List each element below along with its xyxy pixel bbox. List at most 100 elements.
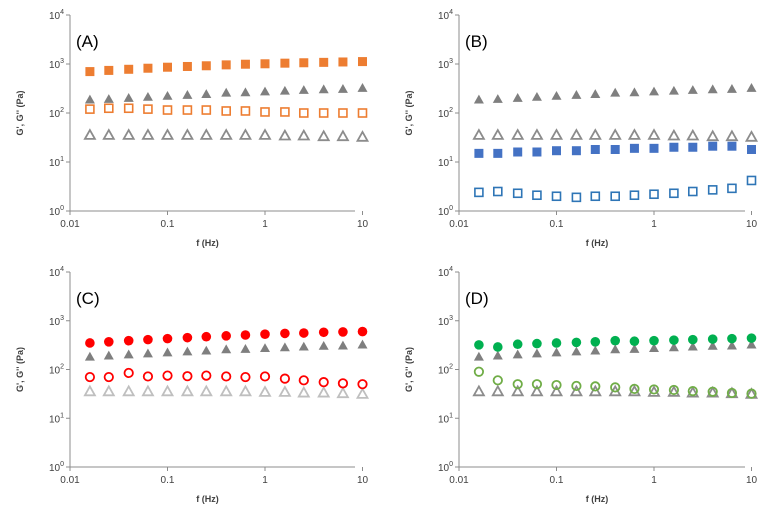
data-point [103,350,114,360]
y-tick-base: 10 [438,158,450,169]
data-point [219,128,233,140]
y-tick-exponent: 1 [449,412,453,419]
y-tick-label: 103 [438,315,453,328]
data-point [474,187,484,198]
data-point [590,345,601,355]
data-point [103,103,114,114]
data-point [571,146,581,156]
data-point [338,108,348,118]
data-point [530,128,544,140]
data-point [141,128,155,140]
data-point [569,384,583,397]
data-point [493,148,503,158]
data-point [238,384,252,397]
data-point [182,90,193,99]
data-point [160,384,175,397]
y-axis-title: G', G'' (Pa) [404,91,414,136]
y-tick-label: 104 [49,266,64,279]
data-point [492,342,503,352]
data-point [84,94,95,104]
data-series [85,57,367,77]
data-point [688,142,698,152]
data-point [221,371,232,382]
y-tick-exponent: 2 [449,107,453,114]
data-point [357,108,368,118]
data-point [649,335,659,346]
data-point [298,108,309,118]
data-point [669,335,679,345]
data-point [726,387,738,399]
data-series [85,103,368,118]
data-point [571,337,582,348]
data-point [336,386,350,399]
data-point [84,371,96,383]
data-point [727,141,737,151]
data-point [298,328,309,338]
data-point [142,348,153,358]
data-point [357,379,368,390]
data-point [162,90,173,100]
data-point [511,384,525,397]
y-tick-base: 10 [438,109,450,120]
data-point [551,191,562,202]
data-point [629,383,640,394]
data-point [512,188,523,199]
x-axis-title: f (Hz) [586,238,609,248]
data-point [590,89,601,98]
data-point [707,340,718,350]
data-point [707,386,718,397]
y-tick-exponent: 3 [449,58,453,65]
data-point [180,128,194,140]
data-point [162,370,173,381]
data-point [610,382,621,393]
data-point [85,104,95,114]
data-series [473,339,757,361]
y-tick-exponent: 4 [60,9,64,16]
y-tick-base: 10 [438,207,450,218]
data-point [219,384,233,397]
data-point [610,344,621,354]
x-tick-label: 0.01 [60,219,80,230]
data-point [338,57,348,67]
data-series [474,333,757,352]
data-point [513,147,523,157]
data-point [143,334,153,345]
x-tick-label: 10 [746,475,758,486]
data-point [122,384,136,397]
data-point [201,105,212,115]
y-tick-exponent: 2 [60,107,64,114]
data-series [472,128,759,142]
data-point [648,384,660,395]
data-point [610,335,621,346]
x-tick-label: 10 [357,219,369,230]
y-tick-exponent: 1 [60,412,64,419]
y-tick-base: 10 [49,207,61,218]
data-series [473,366,757,399]
data-point [649,343,659,353]
data-point [260,59,270,69]
data-point [102,384,116,397]
data-point [727,183,737,194]
panel-label: (B) [465,32,488,51]
y-tick-label: 103 [438,58,453,71]
data-point [336,129,350,142]
y-tick-exponent: 0 [449,461,453,468]
data-point [279,342,290,352]
data-point [746,175,757,186]
data-point [338,327,348,337]
data-point [201,89,212,98]
data-point [549,384,564,397]
data-point [355,130,370,142]
data-point [318,108,329,118]
data-point [297,385,311,398]
data-point [104,65,114,75]
y-tick-base: 10 [49,11,61,22]
data-point [669,188,679,199]
data-point [318,327,329,338]
data-point [162,347,173,357]
data-point [279,373,291,384]
data-point [201,331,212,342]
data-point [258,128,272,140]
data-point [687,186,698,197]
data-point [221,87,232,97]
